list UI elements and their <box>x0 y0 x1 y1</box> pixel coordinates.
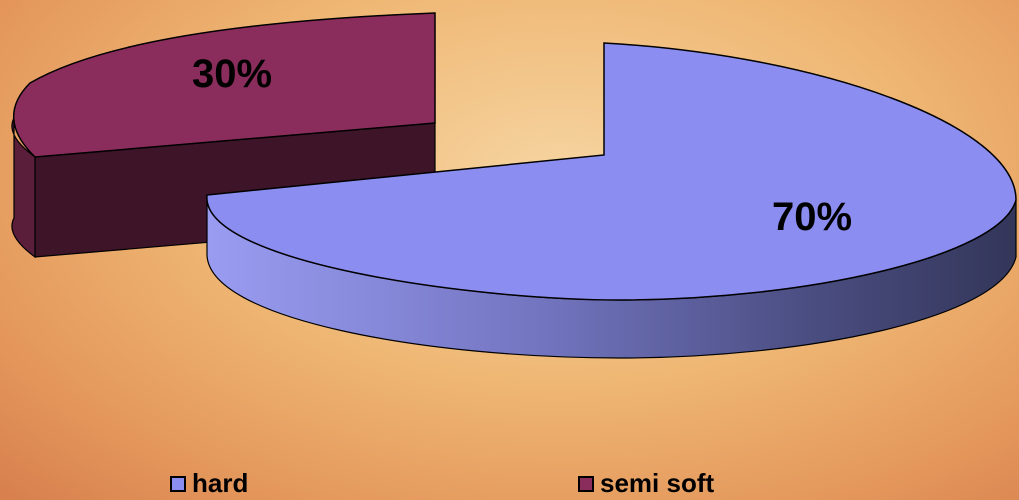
legend-item-semi-soft: semi soft <box>578 468 714 499</box>
data-label-semi-soft: 30% <box>192 52 272 96</box>
legend-item-hard: hard <box>170 468 248 499</box>
legend-swatch-hard <box>170 475 186 492</box>
slice-hard <box>206 42 1017 359</box>
legend-label-hard: hard <box>192 468 249 498</box>
legend-swatch-semi-soft <box>578 475 594 492</box>
legend-label-semi-soft: semi soft <box>600 468 715 498</box>
slice-semi-soft-side-rim <box>11 117 36 259</box>
data-label-hard: 70% <box>772 195 852 239</box>
legend: hard semi soft <box>0 468 1019 498</box>
slice-hard-top <box>206 42 1017 301</box>
slice-semi-soft-top <box>13 12 436 158</box>
